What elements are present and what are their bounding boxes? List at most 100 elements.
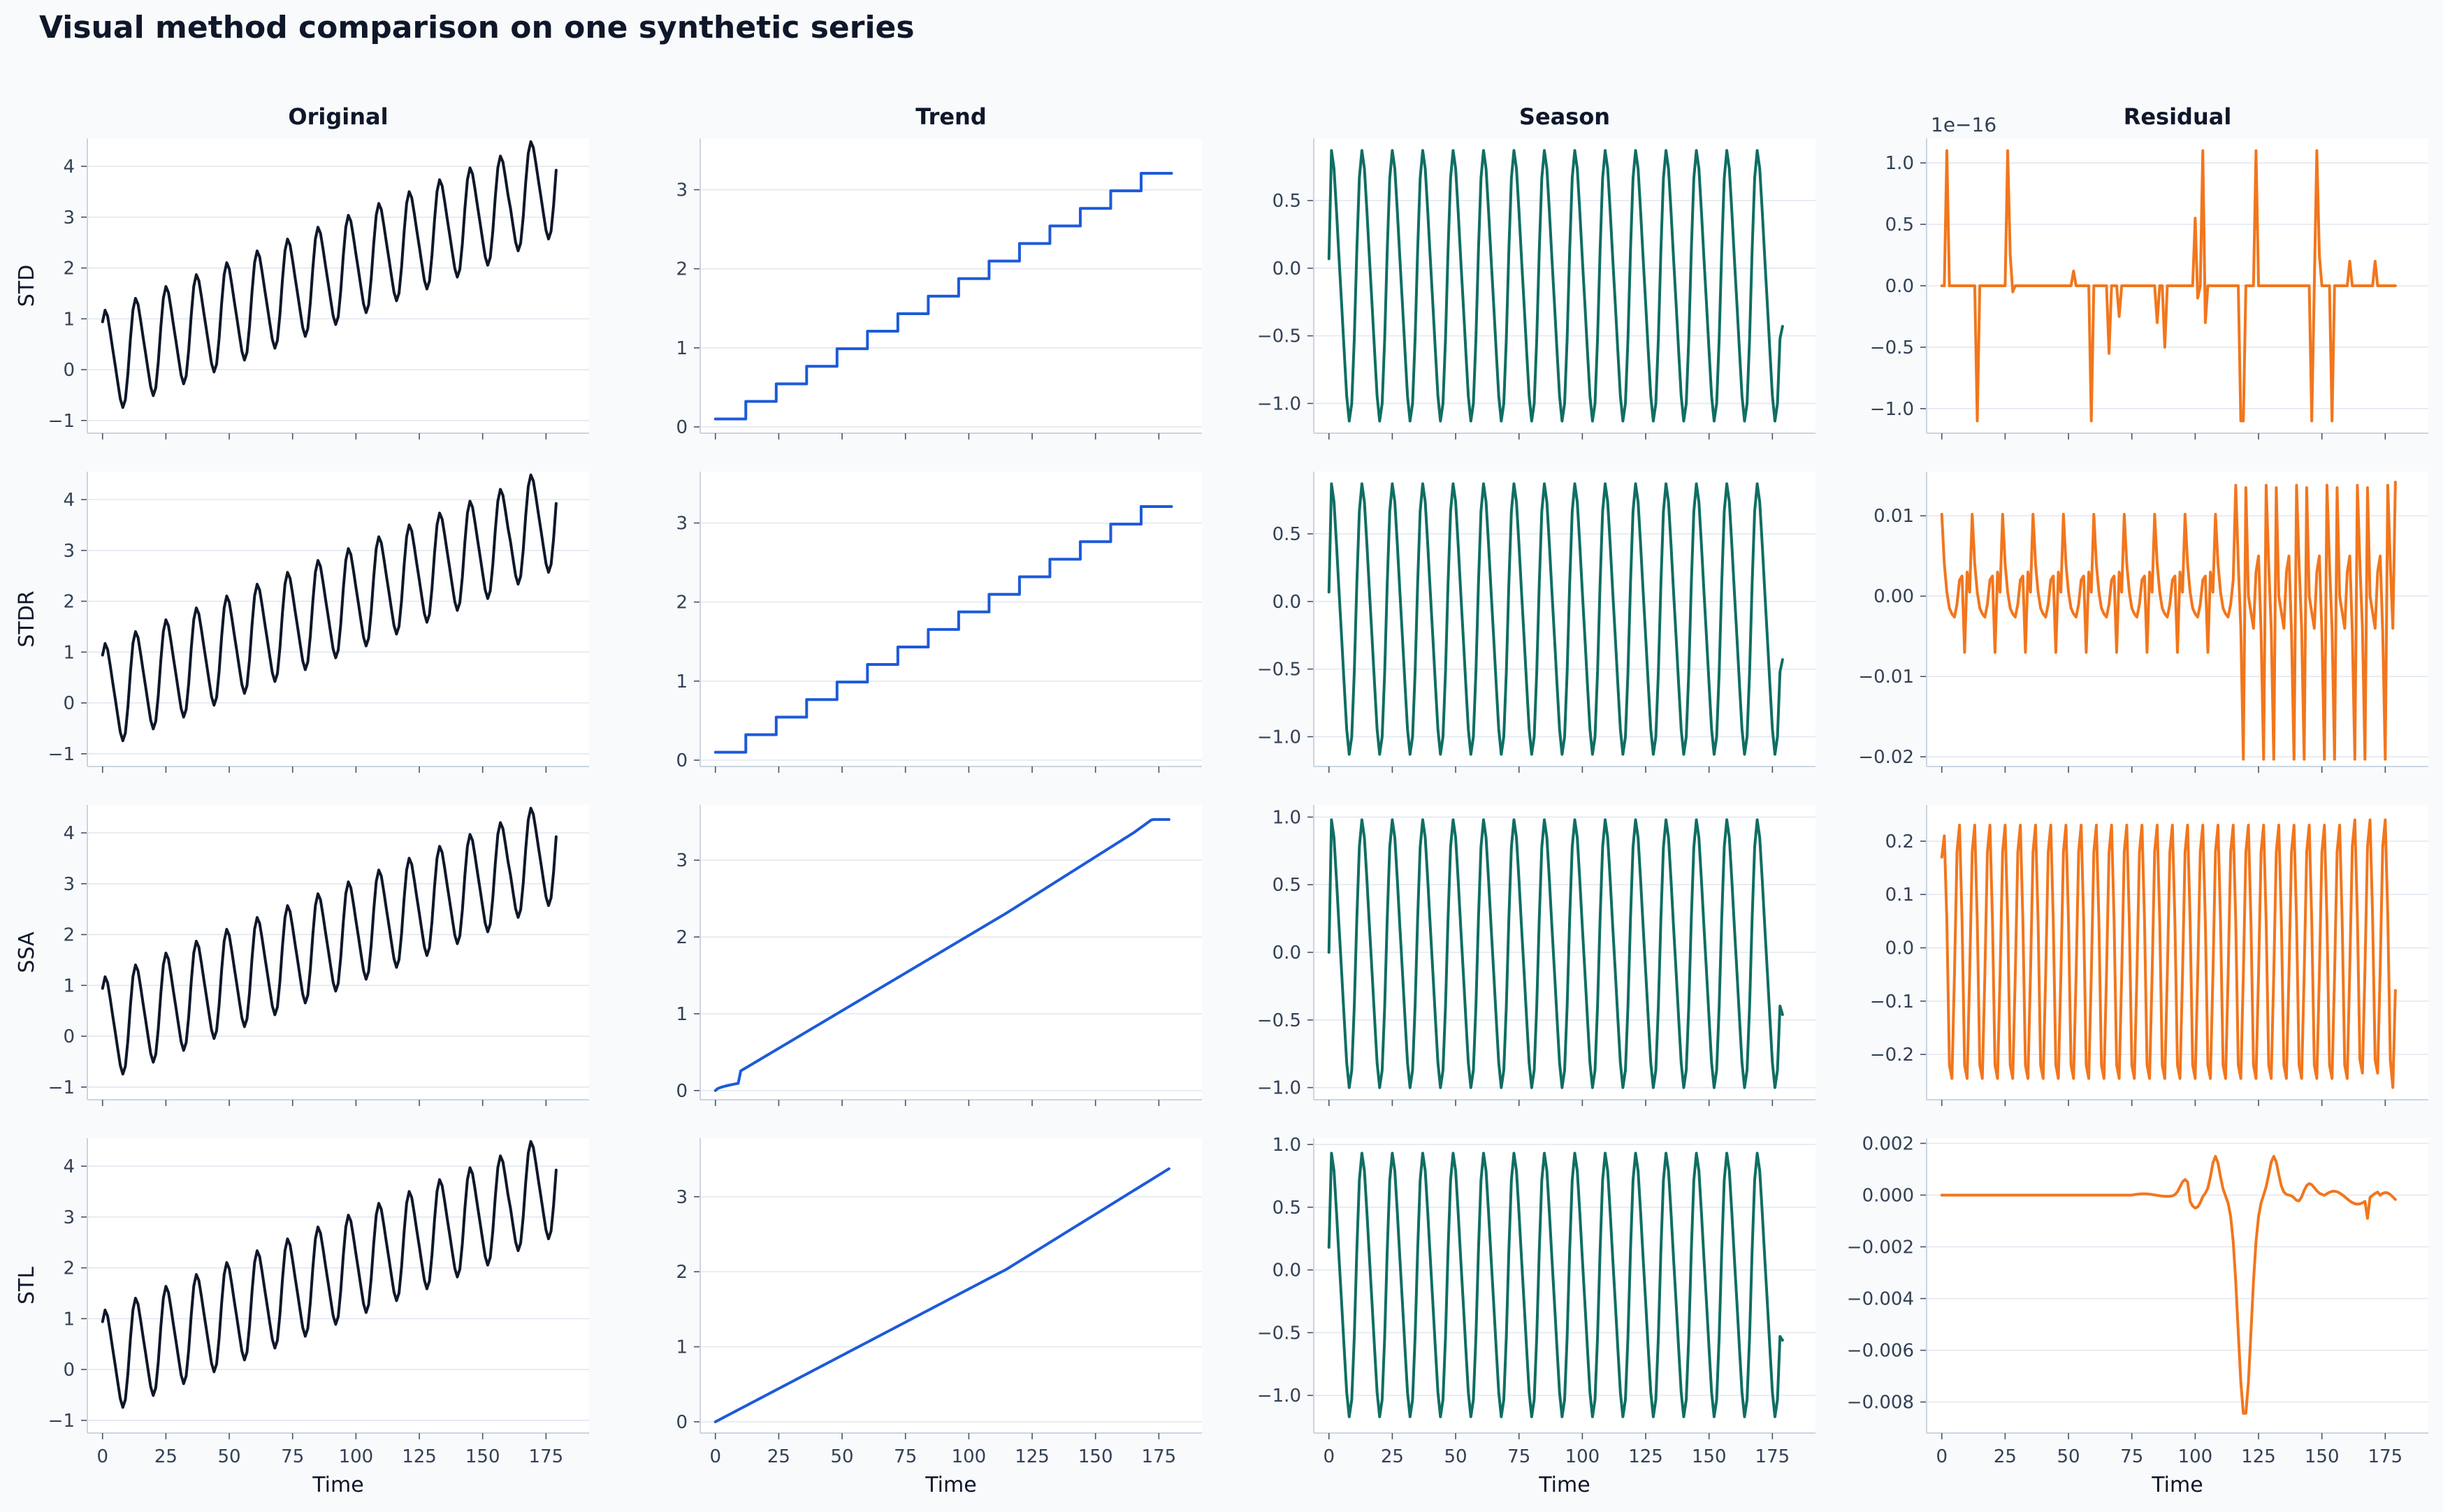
- row-label-stl: STL: [15, 1267, 39, 1304]
- y-tick-label: 3: [676, 850, 688, 871]
- x-tick-label: 25: [1994, 1446, 2017, 1467]
- column-title-trend: Trend: [915, 103, 986, 130]
- y-tick-label: 0.002: [1862, 1133, 1914, 1154]
- y-tick-label: 3: [676, 180, 688, 201]
- x-tick-label: 175: [529, 1446, 564, 1467]
- series-line-stdr-residual: [1940, 480, 2397, 761]
- y-tick-label: 1: [676, 1004, 688, 1025]
- x-tick-label: 175: [1755, 1446, 1790, 1467]
- x-tick-label: 0: [709, 1446, 721, 1467]
- x-axis-label: Time: [312, 1473, 363, 1497]
- y-tick-label: 0.000: [1862, 1185, 1914, 1206]
- x-tick-label: 100: [952, 1446, 987, 1467]
- series-line-std-residual: [1940, 149, 2397, 423]
- panel-stdr-residual: −0.02 −0.01 0.00 0.01: [1858, 472, 2428, 773]
- x-axis-label: Time: [2151, 1473, 2203, 1497]
- x-tick-label: 125: [1015, 1446, 1050, 1467]
- x-tick-label: 175: [1142, 1446, 1177, 1467]
- x-tick-label: 175: [2368, 1446, 2403, 1467]
- panel-background: [87, 1138, 589, 1433]
- y-tick-label: −0.02: [1858, 747, 1914, 768]
- panel-background: [87, 472, 589, 766]
- y-tick-label: −0.5: [1257, 660, 1301, 681]
- y-tick-label: 2: [676, 259, 688, 280]
- x-tick-label: 75: [894, 1446, 917, 1467]
- panel-grid: Original Trend Season Residual STD STDR SSA STL…: [15, 103, 2428, 1497]
- x-tick-label: 50: [831, 1446, 854, 1467]
- y-tick-label: −1.0: [1257, 1078, 1301, 1099]
- y-tick-label: −1.0: [1257, 727, 1301, 748]
- y-tick-label: −1.0: [1257, 393, 1301, 414]
- y-tick-label: 0: [676, 417, 688, 438]
- y-tick-label: 2: [676, 1262, 688, 1283]
- y-tick-label: 0: [63, 1026, 75, 1047]
- y-tick-label: 1: [63, 642, 75, 663]
- y-tick-label: 0.5: [1273, 524, 1301, 545]
- y-tick-label: −0.5: [1257, 1010, 1301, 1031]
- y-tick-label: 1: [63, 1309, 75, 1330]
- y-tick-label: 0: [676, 1081, 688, 1102]
- panel-std-residual: −1.0 −0.5 0.0 0.5 1.0 1e−16: [1870, 113, 2428, 439]
- x-tick-label: 50: [1444, 1446, 1467, 1467]
- y-tick-label: 0.5: [1273, 191, 1301, 212]
- x-tick-label: 125: [2241, 1446, 2276, 1467]
- y-tick-label: −0.1: [1870, 991, 1914, 1012]
- y-tick-label: 0.0: [1885, 276, 1914, 297]
- x-tick-label: 100: [2178, 1446, 2213, 1467]
- panel-ssa-trend: 0 1 2 3: [676, 805, 1202, 1106]
- y-tick-label: 0.2: [1885, 831, 1914, 852]
- series-line-stdr-original: [101, 473, 558, 743]
- y-offset-label: 1e−16: [1931, 113, 1996, 136]
- series-line-ssa-season: [1327, 818, 1784, 1089]
- series-line-stl-original: [101, 1140, 558, 1409]
- y-tick-label: 1.0: [1885, 153, 1914, 174]
- x-tick-label: 75: [281, 1446, 304, 1467]
- x-tick-label: 75: [2120, 1446, 2143, 1467]
- y-tick-label: −1: [48, 1411, 75, 1432]
- y-tick-label: 1: [63, 975, 75, 996]
- x-tick-label: 150: [1692, 1446, 1727, 1467]
- row-label-stdr: STDR: [15, 590, 39, 647]
- y-tick-label: −0.006: [1847, 1341, 1914, 1362]
- panel-stl-trend: 0 1 2 3 0 25 50 75 100 125 150 175 Time: [676, 1138, 1202, 1497]
- panel-stl-residual: −0.008 −0.006 −0.004 −0.002 0.000 0.002 0 25 50 7…: [1847, 1133, 2428, 1497]
- y-tick-label: 0.5: [1273, 1198, 1301, 1219]
- y-tick-label: 0.0: [1273, 259, 1301, 279]
- panel-std-original: −1 0 1 2 3 4: [48, 138, 589, 439]
- column-title-residual: Residual: [2124, 103, 2232, 130]
- y-tick-label: 2: [63, 259, 75, 279]
- x-tick-label: 25: [767, 1446, 790, 1467]
- x-tick-label: 25: [1381, 1446, 1404, 1467]
- y-tick-label: 0.0: [1885, 938, 1914, 959]
- y-tick-label: 0.01: [1873, 506, 1914, 527]
- y-tick-label: −0.5: [1257, 1323, 1301, 1344]
- x-tick-label: 125: [402, 1446, 437, 1467]
- y-tick-label: 1.0: [1273, 807, 1301, 828]
- panel-stdr-trend: 0 1 2 3: [676, 472, 1202, 773]
- y-tick-label: 3: [63, 208, 75, 228]
- panel-background: [700, 1138, 1202, 1433]
- x-tick-label: 125: [1628, 1446, 1663, 1467]
- y-tick-label: −0.2: [1870, 1045, 1914, 1066]
- y-tick-label: 0.00: [1873, 586, 1914, 607]
- y-tick-label: 1.0: [1273, 1135, 1301, 1156]
- x-tick-label: 0: [1936, 1446, 1948, 1467]
- x-tick-label: 25: [154, 1446, 177, 1467]
- y-tick-label: −0.004: [1847, 1289, 1914, 1310]
- panel-stl-season: −1.0 −0.5 0.0 0.5 1.0 0 25 50 75 100 125 150 175 Time: [1257, 1135, 1815, 1497]
- series-line-std-trend: [713, 172, 1173, 421]
- y-tick-label: −0.002: [1847, 1237, 1914, 1258]
- y-tick-label: 1: [676, 671, 688, 692]
- row-label-std: STD: [15, 265, 39, 307]
- y-tick-label: 0.5: [1885, 215, 1914, 235]
- x-tick-label: 150: [2305, 1446, 2340, 1467]
- y-tick-label: 1: [676, 338, 688, 359]
- series-line-std-season: [1327, 149, 1784, 423]
- y-tick-label: 0.1: [1885, 885, 1914, 906]
- y-tick-label: 1: [676, 1337, 688, 1358]
- x-tick-label: 150: [1078, 1446, 1113, 1467]
- series-line-stl-season: [1327, 1151, 1784, 1418]
- panel-std-season: −1.0 −0.5 0.0 0.5: [1257, 138, 1815, 439]
- y-tick-label: 4: [63, 823, 75, 844]
- panel-stdr-original: −1 0 1 2 3 4: [48, 472, 589, 773]
